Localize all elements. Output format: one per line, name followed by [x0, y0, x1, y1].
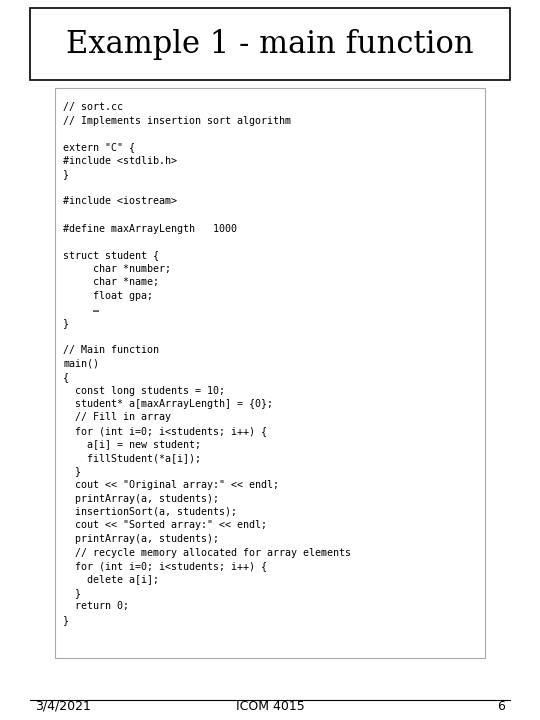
Bar	[30, 8, 510, 80]
Text: }: }	[63, 169, 69, 179]
Text: // recycle memory allocated for array elements: // recycle memory allocated for array el…	[63, 547, 351, 557]
Text: {: {	[63, 372, 69, 382]
Text: // sort.cc: // sort.cc	[63, 102, 123, 112]
Text: …: …	[63, 305, 99, 315]
Text: cout << "Original array:" << endl;: cout << "Original array:" << endl;	[63, 480, 279, 490]
Text: #define maxArrayLength   1000: #define maxArrayLength 1000	[63, 223, 237, 233]
Text: cout << "Sorted array:" << endl;: cout << "Sorted array:" << endl;	[63, 521, 267, 531]
Text: printArray(a, students);: printArray(a, students);	[63, 493, 219, 503]
Text: for (int i=0; i<students; i++) {: for (int i=0; i<students; i++) {	[63, 561, 267, 571]
Text: for (int i=0; i<students; i++) {: for (int i=0; i<students; i++) {	[63, 426, 267, 436]
Text: fillStudent(*a[i]);: fillStudent(*a[i]);	[63, 453, 201, 463]
Text: student* a[maxArrayLength] = {0};: student* a[maxArrayLength] = {0};	[63, 399, 273, 409]
Text: }: }	[63, 615, 69, 625]
Text: insertionSort(a, students);: insertionSort(a, students);	[63, 507, 237, 517]
Text: extern "C" {: extern "C" {	[63, 143, 135, 153]
Text: char *name;: char *name;	[63, 277, 159, 287]
Text: 6: 6	[497, 700, 505, 713]
Text: struct student {: struct student {	[63, 251, 159, 261]
Text: }: }	[63, 318, 69, 328]
Text: // Fill in array: // Fill in array	[63, 413, 171, 423]
Text: // Main function: // Main function	[63, 345, 159, 355]
Text: ICOM 4015: ICOM 4015	[235, 700, 305, 713]
Text: printArray(a, students);: printArray(a, students);	[63, 534, 219, 544]
Text: // Implements insertion sort algorithm: // Implements insertion sort algorithm	[63, 115, 291, 125]
Text: a[i] = new student;: a[i] = new student;	[63, 439, 201, 449]
Text: float gpa;: float gpa;	[63, 291, 153, 301]
Text: }: }	[63, 588, 81, 598]
Text: main(): main()	[63, 359, 99, 369]
Text: #include <iostream>: #include <iostream>	[63, 197, 177, 207]
Text: delete a[i];: delete a[i];	[63, 575, 159, 585]
Text: const long students = 10;: const long students = 10;	[63, 385, 225, 395]
Text: 3/4/2021: 3/4/2021	[35, 700, 91, 713]
Text: char *number;: char *number;	[63, 264, 171, 274]
Bar	[55, 88, 485, 658]
Text: }: }	[63, 467, 81, 477]
Text: Example 1 - main function: Example 1 - main function	[66, 29, 474, 60]
Text: #include <stdlib.h>: #include <stdlib.h>	[63, 156, 177, 166]
Text: return 0;: return 0;	[63, 601, 129, 611]
